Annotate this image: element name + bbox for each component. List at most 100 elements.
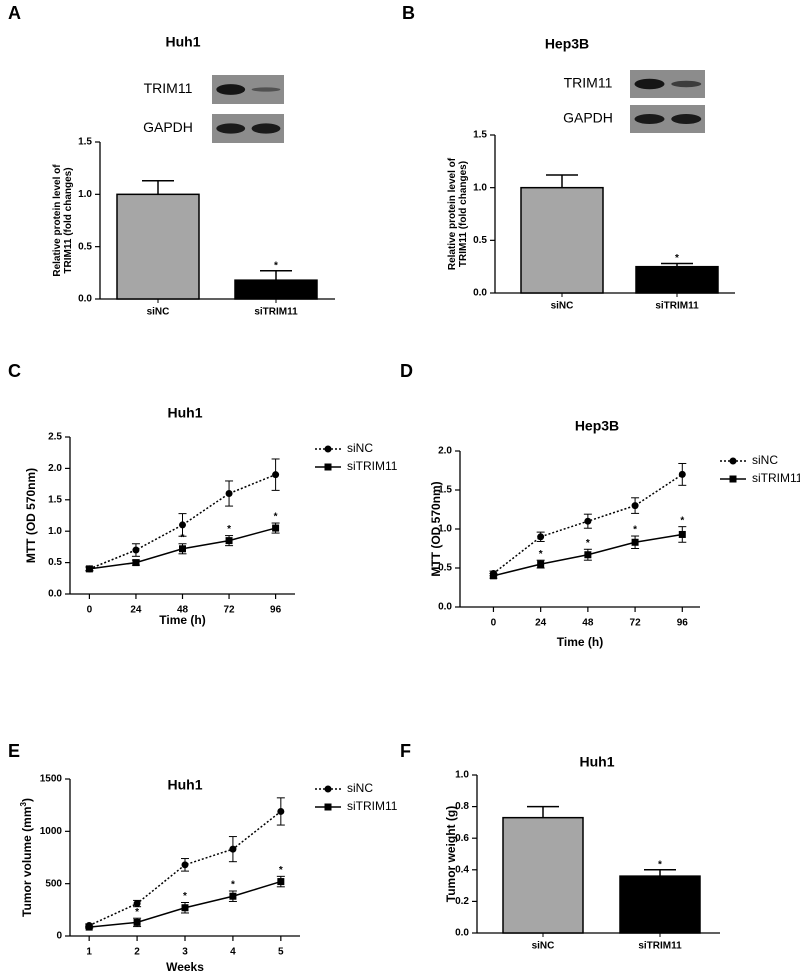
blot-band (671, 113, 702, 125)
data-point (678, 530, 686, 538)
x-axis-label: Time (h) (159, 613, 205, 627)
panel-letter: F (400, 741, 411, 761)
y-tick-label: 2.0 (438, 446, 452, 457)
y-tick-label: 2.5 (48, 432, 62, 443)
y-tick-label: 1.0 (473, 182, 487, 193)
significance-star: * (675, 253, 679, 264)
significance-star: * (586, 538, 590, 549)
data-point (537, 560, 545, 568)
data-point (133, 900, 141, 908)
significance-star: * (135, 907, 139, 918)
y-tick-label: 0.5 (473, 235, 487, 246)
y-axis-label: MTT (OD 570nm) (24, 468, 38, 563)
data-point (272, 524, 280, 532)
panel-title: Hep3B (575, 418, 619, 434)
y-axis-label-part: 3 (19, 801, 28, 806)
blot-label: GAPDH (143, 119, 193, 135)
data-point (678, 470, 686, 478)
blot-label: GAPDH (563, 110, 613, 126)
data-point (272, 471, 280, 479)
legend-label: siNC (347, 781, 373, 795)
legend-label: siTRIM11 (347, 799, 398, 813)
y-tick-label: 1500 (40, 774, 63, 785)
y-tick-label: 0.6 (455, 833, 469, 844)
y-tick-label: 0.0 (48, 589, 62, 600)
x-tick-label: 2 (134, 947, 140, 958)
blot-band (251, 123, 281, 134)
y-tick-label: 1.5 (438, 485, 452, 496)
legend-marker (729, 475, 737, 483)
y-tick-label: 500 (45, 878, 62, 889)
data-point (277, 807, 285, 815)
y-axis-label: Tumor volume (mm3) (19, 798, 35, 917)
x-tick-label: 5 (278, 947, 284, 958)
y-tick-label: 0.4 (455, 864, 469, 875)
panel-title: Huh1 (166, 34, 201, 50)
x-tick-label: 48 (582, 618, 594, 629)
legend-label: siTRIM11 (347, 459, 398, 473)
y-tick-label: 1.0 (48, 526, 62, 537)
y-tick-label: 0.0 (78, 294, 92, 305)
x-tick-label: 72 (223, 605, 235, 616)
y-tick-label: 1.5 (48, 494, 62, 505)
y-axis-label-part: Tumor volume (mm (20, 806, 34, 916)
x-tick-label: 24 (535, 618, 547, 629)
significance-star: * (279, 865, 283, 876)
y-axis-label: Relative protein level of (52, 164, 63, 277)
y-axis-label: Tumor weight (g) (444, 806, 458, 902)
bar (502, 816, 584, 934)
bar (234, 279, 318, 300)
data-point (489, 572, 497, 580)
series-line (88, 810, 282, 927)
panel-letter: C (8, 361, 21, 381)
x-tick-label: 96 (677, 618, 689, 629)
panel-title: Huh1 (168, 777, 203, 793)
panel-letter: A (8, 3, 21, 23)
x-tick-label: 1 (86, 947, 92, 958)
significance-star: * (633, 525, 637, 536)
data-point (537, 533, 545, 541)
significance-star: * (231, 880, 235, 891)
y-axis-label: TRIM11 (fold changes) (458, 161, 469, 267)
bar (635, 265, 719, 294)
y-axis-label: MTT (OD 570nm) (429, 481, 443, 576)
legend-marker (324, 463, 332, 471)
data-point (181, 904, 189, 912)
y-axis-label: TRIM11 (fold changes) (63, 167, 74, 273)
legend-marker (729, 457, 737, 465)
x-tick-label: siTRIM11 (638, 941, 682, 952)
panel-title: Huh1 (580, 754, 615, 770)
panel-letter: E (8, 741, 20, 761)
legend-label: siNC (347, 441, 373, 455)
x-axis-label: Weeks (166, 960, 204, 974)
series-line (89, 473, 276, 570)
y-axis-label: Relative protein level of (447, 157, 458, 270)
x-tick-label: 3 (182, 947, 188, 958)
data-point (132, 559, 140, 567)
bar (116, 193, 200, 300)
panel-title: Hep3B (545, 36, 589, 52)
data-point (277, 878, 285, 886)
panel-letter: B (402, 3, 415, 23)
data-point (229, 845, 237, 853)
legend-marker (324, 785, 332, 793)
y-tick-label: 0 (56, 931, 62, 942)
x-tick-label: 96 (270, 605, 282, 616)
y-tick-label: 1.0 (78, 189, 92, 200)
data-point (631, 502, 639, 510)
blot-band (634, 78, 665, 90)
y-tick-label: 0.0 (455, 928, 469, 939)
data-point (225, 490, 233, 498)
data-point (85, 923, 93, 931)
data-point (229, 892, 237, 900)
blot-band (251, 87, 281, 92)
data-point (179, 545, 186, 553)
blot-band (216, 123, 246, 134)
blot-label: TRIM11 (564, 75, 613, 91)
panel-letter: D (400, 361, 413, 381)
significance-star: * (539, 549, 543, 560)
significance-star: * (227, 524, 231, 535)
x-tick-label: siNC (147, 307, 170, 318)
x-tick-label: siNC (551, 301, 574, 312)
